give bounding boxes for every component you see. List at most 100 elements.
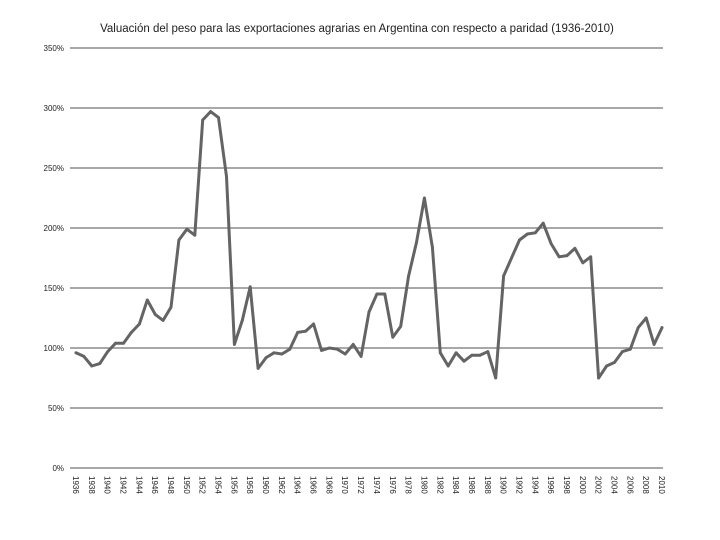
data-point	[597, 376, 600, 380]
y-tick-label: 150%	[44, 284, 64, 293]
x-tick-label: 1946	[150, 476, 159, 494]
data-point	[438, 351, 442, 355]
data-point	[264, 356, 268, 359]
data-point	[209, 110, 213, 113]
data-point	[399, 325, 403, 328]
x-tick-label: 1960	[261, 476, 270, 494]
data-point	[486, 350, 490, 353]
x-tick-label: 1964	[293, 476, 302, 494]
x-tick-label: 1992	[514, 476, 523, 494]
x-tick-label: 1956	[229, 476, 238, 494]
data-point	[98, 362, 102, 365]
y-tick-label: 300%	[44, 104, 64, 113]
y-tick-label: 100%	[44, 344, 64, 353]
data-point	[502, 274, 505, 278]
data-point	[415, 241, 418, 244]
data-point	[328, 346, 331, 350]
data-point	[518, 238, 521, 242]
x-tick-label: 1978	[404, 476, 413, 494]
data-point	[145, 298, 149, 302]
data-point	[660, 326, 664, 329]
data-point	[153, 313, 157, 316]
data-point	[407, 274, 410, 278]
data-point	[573, 247, 577, 250]
y-tick-label: 350%	[44, 44, 64, 53]
data-point	[510, 256, 513, 260]
data-point	[280, 352, 284, 356]
x-tick-label: 1980	[419, 476, 428, 494]
data-point	[272, 351, 276, 355]
x-tick-label: 1948	[166, 476, 175, 494]
data-point	[320, 349, 323, 352]
data-point	[122, 341, 125, 345]
data-point	[470, 353, 474, 357]
x-tick-label: 2006	[625, 476, 634, 494]
data-point	[193, 233, 197, 237]
x-tick-label: 1982	[435, 476, 444, 494]
data-point	[304, 329, 307, 333]
data-point	[581, 261, 585, 265]
x-tick-label: 1994	[530, 476, 539, 494]
data-point	[383, 292, 387, 296]
data-point	[494, 376, 498, 380]
data-point	[169, 305, 173, 309]
x-tick-label: 1998	[562, 476, 571, 494]
data-point	[423, 196, 426, 200]
data-point	[478, 353, 482, 357]
data-point	[644, 316, 648, 320]
data-point	[343, 352, 347, 356]
x-tick-label: 1944	[134, 476, 143, 494]
data-point	[233, 343, 236, 346]
data-point	[312, 322, 315, 326]
data-point	[636, 326, 640, 329]
x-tick-label: 2002	[594, 476, 603, 494]
x-tick-label: 1996	[546, 476, 555, 494]
x-tick-label: 1990	[499, 476, 508, 494]
series-layer	[74, 110, 664, 380]
x-tick-label: 1976	[388, 476, 397, 494]
series-line-0	[74, 110, 664, 380]
y-axis-tick-labels: 0% 50% 100% 150% 200% 250% 300% 350%	[44, 44, 64, 473]
data-point	[82, 355, 86, 358]
data-point	[351, 343, 355, 346]
data-point	[185, 227, 189, 231]
data-point	[296, 331, 300, 334]
x-tick-label: 1988	[483, 476, 492, 494]
data-point	[652, 343, 656, 346]
x-tick-label: 2000	[578, 476, 587, 494]
data-point	[541, 221, 545, 225]
data-point	[240, 319, 244, 322]
data-point	[549, 242, 553, 246]
x-tick-label: 1968	[324, 476, 333, 494]
x-tick-label: 1986	[467, 476, 476, 494]
data-point	[621, 350, 624, 353]
x-tick-label: 2004	[609, 476, 618, 494]
data-point	[138, 322, 141, 326]
x-tick-label: 1940	[103, 476, 112, 494]
x-tick-label: 1954	[214, 476, 223, 494]
data-point	[613, 361, 616, 364]
data-point	[106, 350, 110, 353]
gridlines	[70, 47, 663, 469]
x-tick-label: 1974	[372, 476, 381, 494]
x-tick-label: 1936	[71, 476, 80, 494]
data-point	[557, 255, 561, 259]
data-point	[335, 347, 339, 351]
data-point	[375, 292, 379, 296]
data-point	[288, 347, 292, 351]
y-tick-label: 0%	[52, 464, 64, 473]
data-point	[201, 118, 205, 122]
data-point	[90, 364, 94, 368]
y-tick-label: 250%	[44, 164, 64, 173]
x-tick-label: 1950	[182, 476, 191, 494]
x-tick-label: 2010	[657, 476, 666, 494]
x-tick-label: 2008	[641, 476, 650, 494]
x-tick-label: 1984	[451, 476, 460, 494]
y-tick-label: 50%	[48, 404, 64, 413]
data-point	[391, 335, 395, 339]
x-tick-label: 1970	[340, 476, 349, 494]
data-point	[462, 359, 466, 363]
x-tick-label: 1966	[309, 476, 318, 494]
data-point	[533, 231, 537, 235]
